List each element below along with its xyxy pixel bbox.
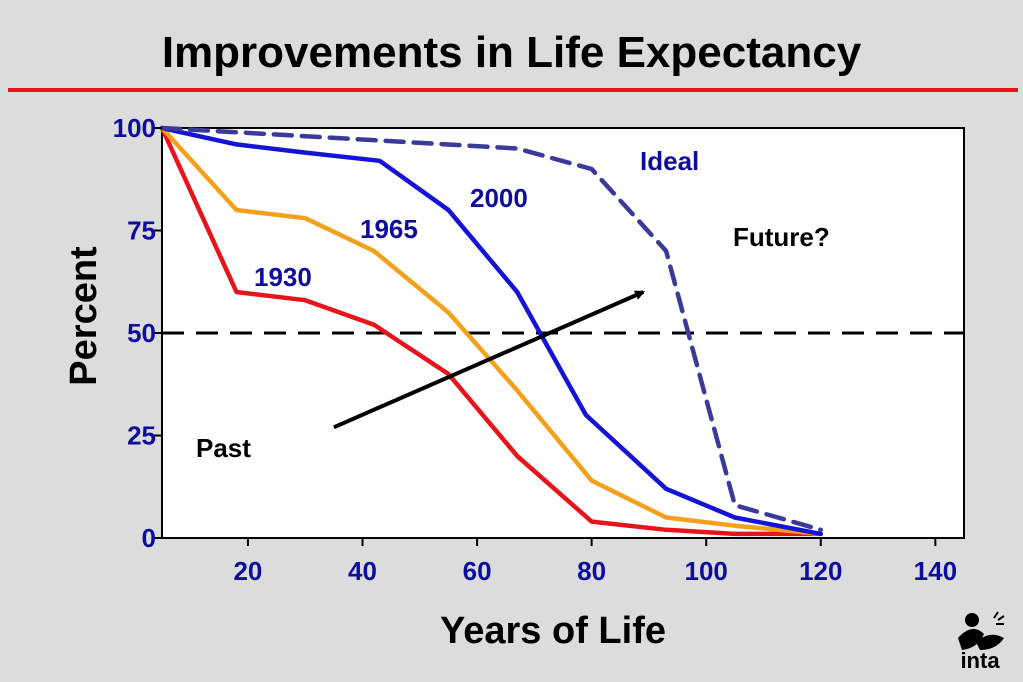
plot-area bbox=[161, 127, 965, 539]
series-label-2000: 2000 bbox=[470, 183, 528, 213]
x-tick-label: 80 bbox=[577, 556, 606, 586]
series-line-ideal bbox=[159, 125, 824, 533]
x-tick-label: 100 bbox=[685, 556, 728, 586]
x-axis-title: Years of Life bbox=[440, 610, 666, 652]
y-axis-title: Percent bbox=[63, 246, 105, 386]
y-tick-label: 25 bbox=[127, 421, 156, 451]
x-tick-label: 20 bbox=[233, 556, 262, 586]
logo-text: inta bbox=[960, 648, 1000, 673]
y-tick-label: 100 bbox=[113, 113, 156, 143]
x-tick-label: 140 bbox=[914, 556, 957, 586]
x-tick-label: 40 bbox=[348, 556, 377, 586]
inta-logo-icon bbox=[958, 611, 1005, 650]
x-tick-label: 120 bbox=[799, 556, 842, 586]
series-label-1930: 1930 bbox=[254, 262, 312, 292]
page-title: Improvements in Life Expectancy bbox=[161, 28, 862, 77]
y-tick-label: 0 bbox=[142, 523, 156, 553]
series-line-1965 bbox=[159, 125, 824, 537]
annotation-future: Future? bbox=[733, 222, 830, 252]
y-tick-label: 50 bbox=[127, 318, 156, 348]
trend-arrow bbox=[333, 290, 646, 430]
annotation-past: Past bbox=[196, 433, 251, 463]
series-line-2000 bbox=[159, 125, 824, 537]
series-label-1965: 1965 bbox=[360, 214, 418, 244]
y-tick-label: 75 bbox=[127, 216, 156, 246]
series-line-1930 bbox=[159, 125, 824, 537]
series-label-ideal: Ideal bbox=[640, 146, 699, 176]
x-tick-label: 60 bbox=[463, 556, 492, 586]
title-underline bbox=[8, 88, 1018, 92]
